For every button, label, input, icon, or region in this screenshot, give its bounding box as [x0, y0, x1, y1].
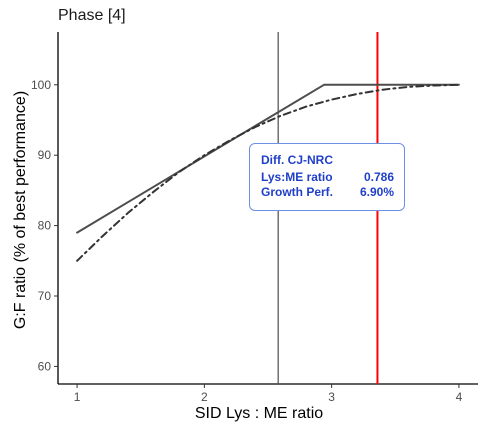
panel-title: Phase [4]: [58, 7, 126, 24]
x-tick-label: 4: [456, 390, 463, 404]
annotation-row: Growth Perf. 6.90%: [261, 185, 394, 200]
annotation-value: 0.786: [363, 170, 394, 184]
annotation-title: Diff. CJ-NRC: [261, 153, 333, 167]
x-tick-label: 3: [328, 390, 335, 404]
y-tick-label: 90: [38, 148, 52, 162]
y-tick-label: 70: [38, 289, 52, 303]
annotation-label: Lys:ME ratio: [261, 170, 333, 184]
annotation-value: 6.90%: [359, 185, 394, 199]
annotation-box: Diff. CJ-NRC Lys:ME ratio 0.786 Growth P…: [249, 143, 405, 211]
annotation-row: Lys:ME ratio 0.786: [261, 170, 394, 185]
x-tick-label: 1: [74, 390, 81, 404]
y-tick-label: 100: [31, 78, 51, 92]
y-tick-label: 60: [38, 359, 52, 373]
x-axis-title: SID Lys : ME ratio: [195, 405, 323, 422]
y-axis-title: G:F ratio (% of best performance): [12, 91, 29, 329]
annotation-label: Growth Perf.: [261, 185, 334, 199]
series-line: [76, 83, 460, 234]
y-tick-label: 80: [38, 219, 52, 233]
x-tick-label: 2: [201, 390, 208, 404]
series-line: [76, 83, 460, 262]
